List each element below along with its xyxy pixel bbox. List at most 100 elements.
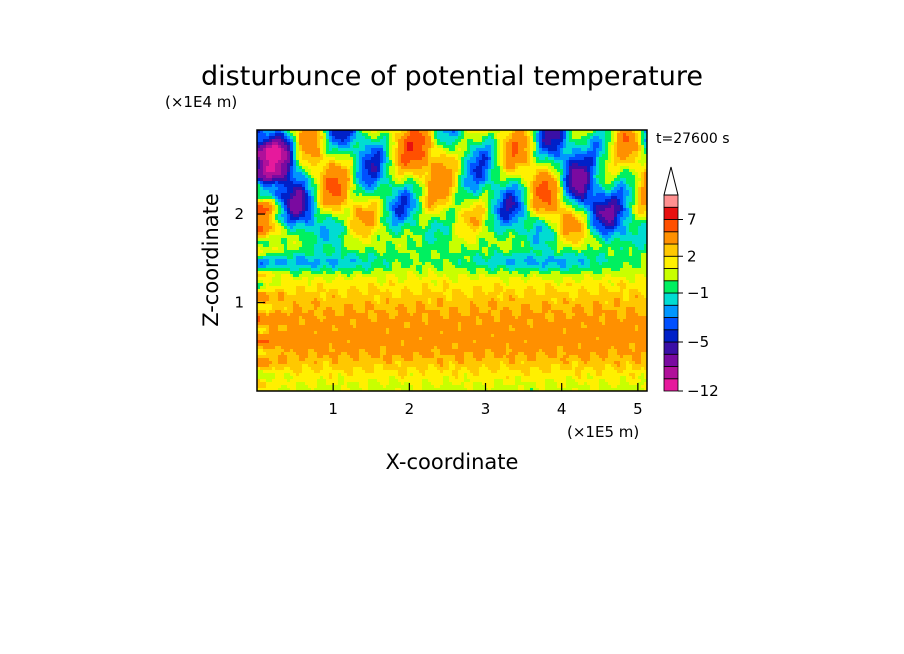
field-cell: [530, 184, 534, 188]
field-cell: [467, 208, 471, 212]
field-cell: [320, 232, 324, 236]
field-cell: [341, 196, 345, 200]
field-cell: [272, 160, 276, 164]
field-cell: [305, 238, 309, 242]
field-cell: [590, 160, 594, 164]
field-cell: [641, 232, 645, 236]
field-cell: [617, 130, 621, 134]
field-cell: [404, 223, 408, 227]
field-cell: [326, 199, 330, 203]
field-cell: [416, 211, 420, 215]
field-cell: [596, 223, 600, 227]
field-cell: [377, 241, 381, 245]
field-cell: [425, 160, 429, 164]
field-cell: [329, 202, 333, 206]
field-cell: [335, 157, 339, 161]
field-cell: [560, 220, 564, 224]
field-cell: [575, 208, 579, 212]
field-cell: [626, 241, 630, 245]
field-cell: [257, 145, 261, 149]
field-cell: [560, 214, 564, 218]
field-cell: [539, 223, 543, 227]
field-cell: [512, 211, 516, 215]
field-cell: [290, 202, 294, 206]
field-cell: [359, 151, 363, 155]
field-cell: [599, 223, 603, 227]
field-cell: [623, 178, 627, 182]
field-cell: [314, 157, 318, 161]
field-cell: [296, 175, 300, 179]
field-cell: [428, 208, 432, 212]
field-cell: [557, 199, 561, 203]
field-cell: [311, 175, 315, 179]
field-cell: [521, 217, 525, 221]
field-cell: [554, 181, 558, 185]
field-cell: [443, 217, 447, 221]
field-cell: [335, 145, 339, 149]
field-cell: [260, 157, 264, 161]
field-cell: [314, 220, 318, 224]
field-cell: [320, 148, 324, 152]
field-cell: [521, 154, 525, 158]
field-cell: [626, 181, 630, 185]
field-cell: [542, 187, 546, 191]
field-cell: [428, 241, 432, 245]
field-cell: [335, 202, 339, 206]
field-cell: [269, 160, 273, 164]
field-cell: [437, 154, 441, 158]
field-cell: [392, 211, 396, 215]
field-cell: [266, 175, 270, 179]
field-cell: [341, 178, 345, 182]
field-cell: [419, 232, 423, 236]
field-cell: [392, 223, 396, 227]
field-cell: [527, 184, 531, 188]
field-cell: [476, 229, 480, 233]
field-cell: [434, 202, 438, 206]
field-cell: [416, 241, 420, 245]
field-cell: [473, 214, 477, 218]
field-cell: [449, 214, 453, 218]
field-cell: [497, 145, 501, 149]
field-cell: [581, 172, 585, 176]
field-cell: [443, 226, 447, 230]
field-cell: [419, 193, 423, 197]
field-cell: [623, 235, 627, 239]
field-cell: [302, 175, 306, 179]
field-cell: [323, 217, 327, 221]
field-cell: [410, 214, 414, 218]
field-cell: [407, 157, 411, 161]
field-cell: [560, 172, 564, 176]
field-cell: [374, 139, 378, 143]
field-cell: [386, 229, 390, 233]
field-cell: [482, 145, 486, 149]
field-cell: [602, 226, 606, 230]
field-cell: [326, 136, 330, 140]
field-cell: [530, 211, 534, 215]
field-cell: [332, 211, 336, 215]
field-cell: [455, 223, 459, 227]
field-cell: [542, 193, 546, 197]
field-cell: [551, 184, 555, 188]
field-cell: [500, 199, 504, 203]
field-cell: [548, 193, 552, 197]
field-cell: [356, 238, 360, 242]
field-cell: [260, 160, 264, 164]
field-cell: [572, 235, 576, 239]
field-cell: [350, 163, 354, 167]
field-cell: [272, 220, 276, 224]
field-cell: [386, 184, 390, 188]
field-cell: [398, 178, 402, 182]
field-cell: [266, 136, 270, 140]
field-cell: [281, 142, 285, 146]
field-cell: [278, 190, 282, 194]
field-cell: [602, 217, 606, 221]
field-cell: [302, 148, 306, 152]
field-cell: [599, 229, 603, 233]
field-cell: [527, 214, 531, 218]
field-cell: [311, 151, 315, 155]
field-cell: [341, 214, 345, 218]
field-cell: [275, 238, 279, 242]
field-cell: [545, 232, 549, 236]
field-cell: [539, 235, 543, 239]
field-cell: [344, 169, 348, 173]
